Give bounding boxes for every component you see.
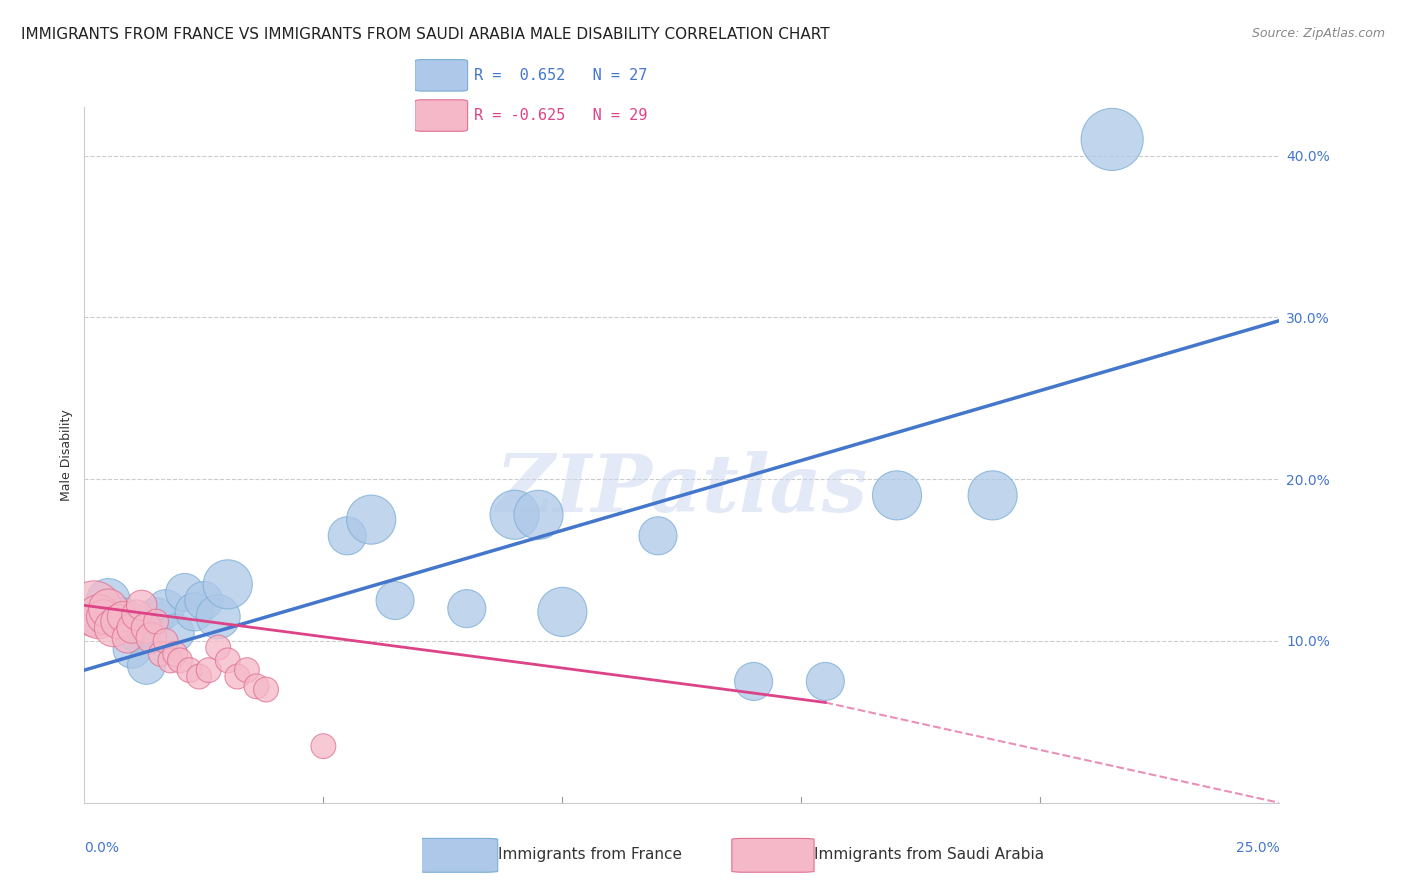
Point <box>336 529 359 543</box>
FancyBboxPatch shape <box>733 838 814 872</box>
Text: 25.0%: 25.0% <box>1236 841 1279 855</box>
Point <box>131 599 153 613</box>
Text: R = -0.625   N = 29: R = -0.625 N = 29 <box>474 108 648 123</box>
Point <box>169 653 191 667</box>
FancyBboxPatch shape <box>415 100 468 131</box>
Point <box>226 670 249 684</box>
Text: IMMIGRANTS FROM FRANCE VS IMMIGRANTS FROM SAUDI ARABIA MALE DISABILITY CORRELATI: IMMIGRANTS FROM FRANCE VS IMMIGRANTS FRO… <box>21 27 830 42</box>
Point <box>197 663 219 677</box>
Point <box>173 585 195 599</box>
Point <box>121 642 143 657</box>
Text: 0.0%: 0.0% <box>84 841 120 855</box>
Point <box>101 621 124 635</box>
FancyBboxPatch shape <box>415 60 468 91</box>
Point <box>188 670 211 684</box>
Point <box>193 593 215 607</box>
Point <box>886 488 908 502</box>
Point <box>814 674 837 689</box>
Point <box>135 621 157 635</box>
Point <box>149 647 172 661</box>
Point <box>135 658 157 673</box>
Point <box>245 679 267 693</box>
Point <box>117 631 139 645</box>
Point <box>981 488 1004 502</box>
FancyBboxPatch shape <box>416 838 498 872</box>
Point <box>83 601 105 615</box>
Point <box>125 608 148 623</box>
Point <box>93 609 115 624</box>
Point <box>360 513 382 527</box>
Point <box>647 529 669 543</box>
Point <box>111 609 134 624</box>
Text: Source: ZipAtlas.com: Source: ZipAtlas.com <box>1251 27 1385 40</box>
Text: Immigrants from France: Immigrants from France <box>498 847 682 862</box>
Point <box>527 508 550 522</box>
Point <box>97 593 120 607</box>
Point <box>179 663 201 677</box>
Text: ZIPatlas: ZIPatlas <box>496 451 868 528</box>
Point <box>159 653 181 667</box>
Point <box>155 634 177 648</box>
Y-axis label: Male Disability: Male Disability <box>60 409 73 500</box>
Point <box>87 609 110 624</box>
Point <box>312 739 335 754</box>
Point <box>125 626 148 640</box>
Point <box>183 605 205 619</box>
Point <box>236 663 259 677</box>
Point <box>165 647 187 661</box>
Point <box>254 682 277 697</box>
Point <box>121 621 143 635</box>
Point <box>165 626 187 640</box>
Point <box>503 508 526 522</box>
Point <box>456 601 478 615</box>
Point <box>155 601 177 615</box>
Point <box>97 601 120 615</box>
Point <box>207 640 229 655</box>
Point <box>217 653 239 667</box>
Point <box>111 609 134 624</box>
Point <box>87 609 110 624</box>
Text: R =  0.652   N = 27: R = 0.652 N = 27 <box>474 68 648 83</box>
Point <box>145 615 167 629</box>
Point <box>551 605 574 619</box>
Point <box>1101 132 1123 146</box>
Point <box>141 631 163 645</box>
Point <box>207 609 229 624</box>
Point <box>742 674 765 689</box>
Point <box>145 609 167 624</box>
Text: Immigrants from Saudi Arabia: Immigrants from Saudi Arabia <box>814 847 1045 862</box>
Point <box>384 593 406 607</box>
Point <box>107 615 129 629</box>
Point <box>217 577 239 591</box>
